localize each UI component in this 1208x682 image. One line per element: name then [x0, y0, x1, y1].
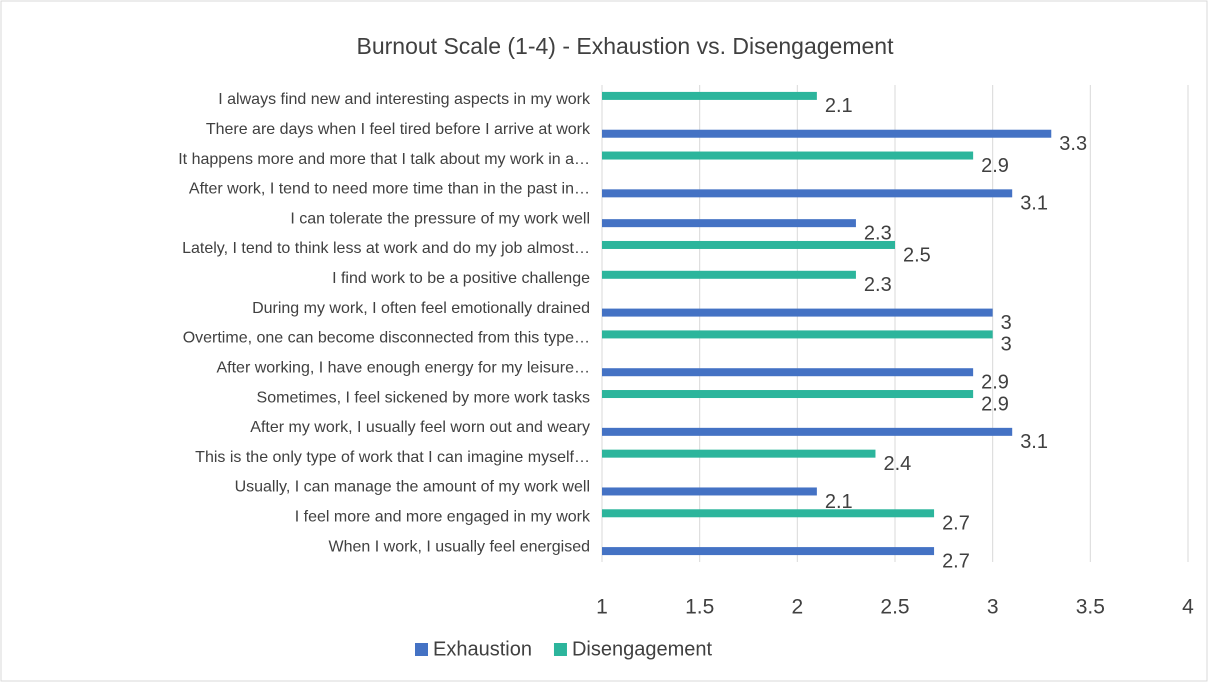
data-label: 3.1 [1020, 193, 1048, 215]
data-label: 3.1 [1020, 431, 1048, 453]
bar [602, 449, 876, 458]
bar [602, 129, 1052, 138]
data-label: 2.3 [864, 274, 892, 296]
data-label: 2.7 [942, 550, 970, 572]
legend-label: Exhaustion [433, 638, 532, 660]
x-tick-label: 3 [987, 596, 999, 619]
data-label: 3 [1001, 334, 1012, 356]
x-tick-label: 2 [791, 596, 803, 619]
y-tick-label: Lately, I tend to think less at work and… [182, 240, 590, 257]
bar [602, 151, 974, 160]
bar [602, 547, 935, 556]
y-tick-label: I feel more and more engaged in my work [295, 509, 591, 526]
x-tick-label: 4 [1182, 596, 1194, 619]
x-tick-label: 2.5 [880, 596, 909, 619]
y-tick-label: Overtime, one can become disconnected fr… [183, 330, 590, 347]
legend-swatch [415, 643, 428, 656]
data-label: 2.1 [825, 95, 853, 117]
bar [602, 219, 856, 228]
y-tick-label: During my work, I often feel emotionally… [252, 300, 590, 317]
data-label: 3.3 [1059, 133, 1087, 155]
data-label: 2.9 [981, 155, 1009, 177]
data-label: 2.4 [883, 453, 911, 475]
x-tick-label: 1 [596, 596, 608, 619]
data-label: 2.9 [981, 372, 1009, 394]
y-tick-label: This is the only type of work that I can… [195, 449, 590, 466]
data-label: 2.1 [825, 491, 853, 513]
bar [602, 368, 974, 377]
y-tick-label: Sometimes, I feel sickened by more work … [257, 389, 590, 406]
bar [602, 189, 1013, 198]
y-tick-label: After my work, I usually feel worn out a… [250, 419, 590, 436]
y-tick-label: I can tolerate the pressure of my work w… [290, 210, 590, 227]
data-label: 2.5 [903, 244, 931, 266]
y-tick-label: It happens more and more that I talk abo… [178, 151, 590, 168]
y-tick-label: After work, I tend to need more time tha… [189, 181, 590, 198]
data-label: 2.3 [864, 222, 892, 244]
bar [602, 308, 993, 317]
y-tick-label: When I work, I usually feel energised [329, 538, 590, 555]
data-label: 3 [1001, 312, 1012, 334]
x-tick-label: 3.5 [1076, 596, 1105, 619]
y-tick-label: I find work to be a positive challenge [332, 270, 590, 287]
bar [602, 487, 817, 496]
bar [602, 427, 1013, 436]
y-tick-label: After working, I have enough energy for … [216, 359, 590, 376]
chart-title: Burnout Scale (1-4) - Exhaustion vs. Dis… [357, 33, 895, 59]
legend-label: Disengagement [572, 638, 713, 660]
bar [602, 270, 856, 279]
y-tick-label: Usually, I can manage the amount of my w… [235, 479, 590, 496]
bar [602, 390, 974, 399]
bar [602, 91, 817, 100]
bar [602, 509, 935, 518]
data-label: 2.7 [942, 513, 970, 535]
data-label: 2.9 [981, 393, 1009, 415]
y-tick-label: I always find new and interesting aspect… [218, 91, 591, 108]
y-tick-label: There are days when I feel tired before … [206, 121, 591, 138]
bar [602, 240, 895, 249]
legend-swatch [553, 643, 567, 656]
bar [602, 330, 993, 339]
x-tick-label: 1.5 [685, 596, 714, 619]
